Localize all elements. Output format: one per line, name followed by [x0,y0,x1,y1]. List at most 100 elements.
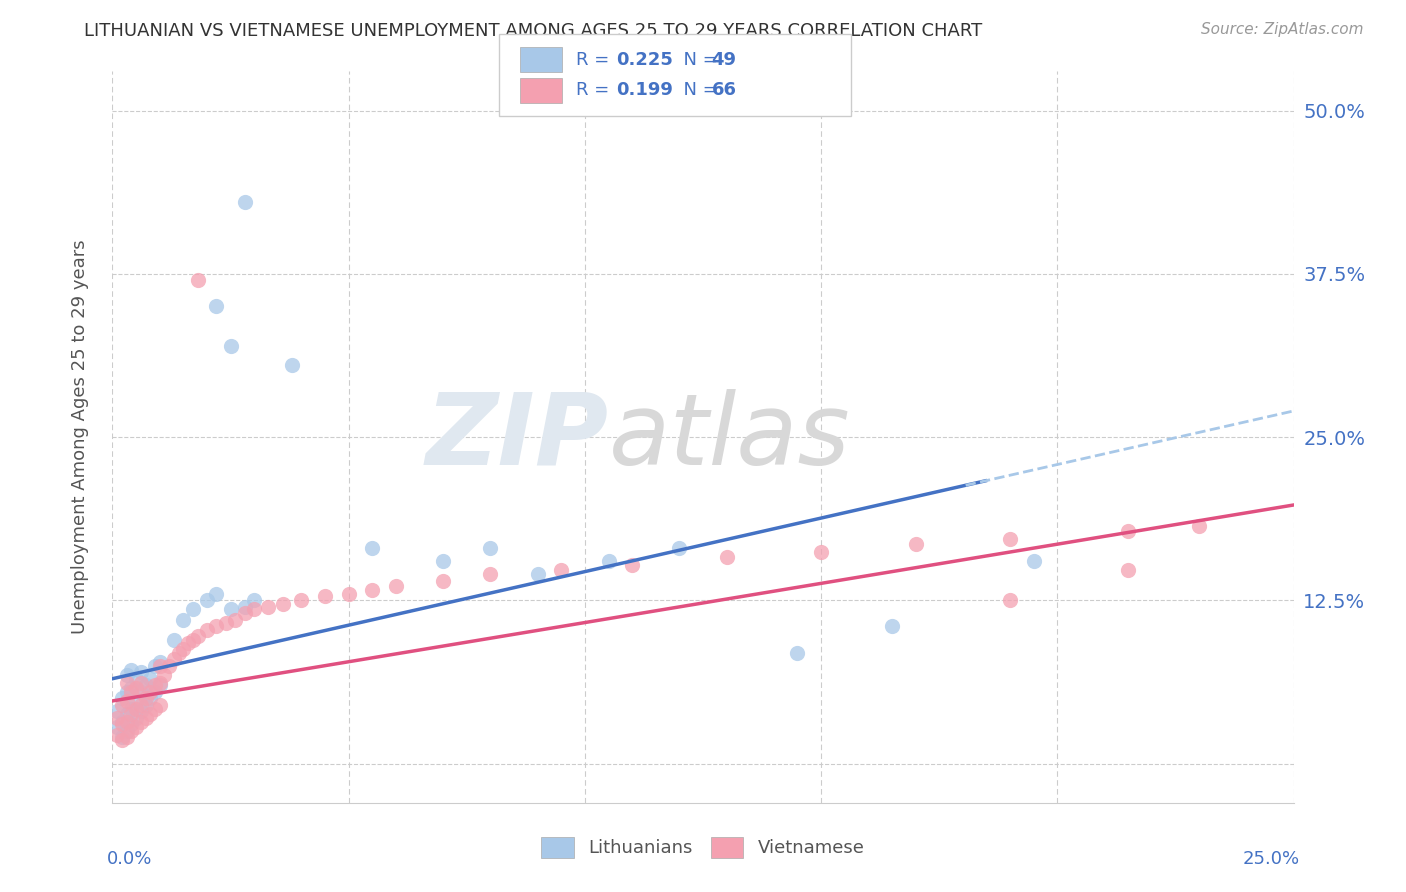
Point [880,619,903,633]
Legend: Lithuanians, Vietnamese: Lithuanians, Vietnamese [533,828,873,867]
Point [167,646,190,660]
Point [120,723,142,738]
Point [135,678,157,692]
Point [243,593,266,607]
Point [479,541,502,555]
Text: atlas: atlas [609,389,851,485]
Point [157,658,180,673]
Point [143,678,166,692]
Point [904,537,927,551]
Point [1188,519,1211,533]
Point [432,574,454,588]
Point [205,619,228,633]
Text: 49: 49 [711,51,737,69]
Point [129,705,152,719]
Point [135,711,157,725]
Point [257,599,280,614]
Point [143,658,166,673]
Point [125,681,148,695]
Point [195,593,218,607]
Text: 0.225: 0.225 [616,51,672,69]
Point [115,714,138,729]
Point [120,663,142,677]
Point [120,685,142,699]
Point [233,607,256,621]
Point [998,593,1021,607]
Point [115,723,138,738]
Point [129,685,152,699]
Y-axis label: Unemployment Among Ages 25 to 29 years: Unemployment Among Ages 25 to 29 years [70,240,89,634]
Point [105,728,128,742]
Point [111,698,134,712]
Point [129,714,152,729]
Point [111,714,134,729]
Point [115,731,138,745]
Point [271,597,294,611]
Point [810,545,832,559]
Point [1116,524,1139,538]
Point [129,665,152,680]
Point [361,582,384,597]
Point [115,706,138,721]
Point [111,691,134,706]
Point [177,636,200,650]
Point [243,602,266,616]
Point [205,587,228,601]
Point [195,624,218,638]
Point [125,694,148,708]
Point [149,658,172,673]
Point [135,691,157,706]
Point [125,711,148,725]
Point [186,273,208,287]
Point [219,339,242,353]
Point [314,590,336,604]
Point [361,541,384,555]
Point [716,550,738,565]
Point [181,632,204,647]
Point [120,702,142,716]
Point [105,720,128,734]
Point [163,652,186,666]
Point [149,655,172,669]
Text: Source: ZipAtlas.com: Source: ZipAtlas.com [1201,22,1364,37]
Point [163,632,186,647]
Point [290,593,312,607]
Point [125,672,148,686]
Point [1116,563,1139,577]
Point [139,691,162,706]
Point [1022,554,1045,568]
Point [153,667,176,682]
Point [115,694,138,708]
Point [139,672,162,686]
Point [125,720,148,734]
Point [526,567,548,582]
Point [120,681,142,695]
Point [149,698,172,712]
Point [621,558,644,573]
Point [598,554,620,568]
Point [139,706,162,721]
Point [668,541,690,555]
Text: 0.199: 0.199 [616,81,672,99]
Point [205,300,228,314]
Point [111,717,134,731]
Point [143,702,166,716]
Point [149,675,172,690]
Point [281,358,304,372]
Point [998,532,1021,546]
Point [337,587,360,601]
Text: R =: R = [576,51,616,69]
Point [129,698,152,712]
Text: LITHUANIAN VS VIETNAMESE UNEMPLOYMENT AMONG AGES 25 TO 29 YEARS CORRELATION CHAR: LITHUANIAN VS VIETNAMESE UNEMPLOYMENT AM… [84,22,983,40]
Point [224,613,246,627]
Text: R =: R = [576,81,616,99]
Point [115,675,138,690]
Text: 66: 66 [711,81,737,99]
Text: N =: N = [672,81,724,99]
Point [111,731,134,745]
Point [105,705,128,719]
Point [172,641,194,656]
Point [233,599,256,614]
Point [550,563,572,577]
Text: 0.0%: 0.0% [107,850,152,868]
